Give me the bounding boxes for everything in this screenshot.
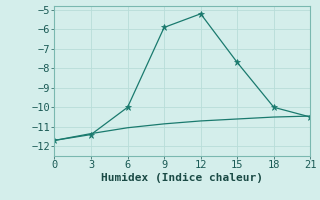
X-axis label: Humidex (Indice chaleur): Humidex (Indice chaleur) [101, 173, 263, 183]
